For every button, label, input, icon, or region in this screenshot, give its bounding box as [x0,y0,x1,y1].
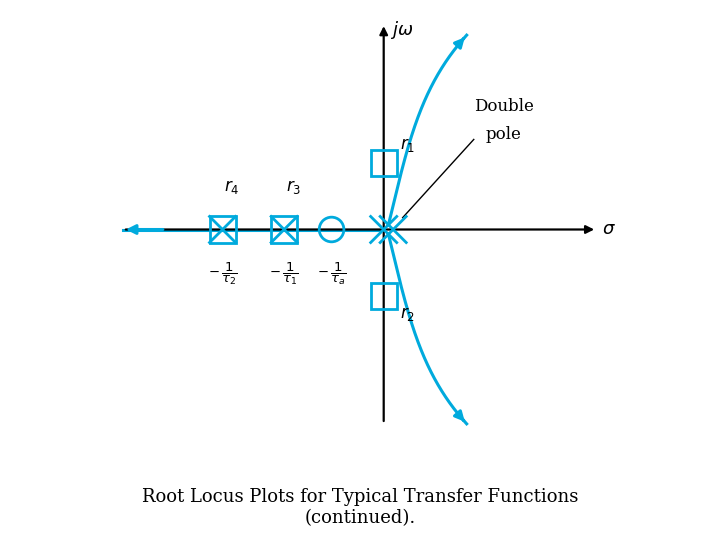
Bar [371,150,397,176]
Text: $r_3$: $r_3$ [286,178,301,197]
Text: Double: Double [474,98,534,115]
Text: $-\,\dfrac{1}{\tau_2}$: $-\,\dfrac{1}{\tau_2}$ [208,260,238,287]
Bar [271,217,297,242]
Bar [371,283,397,309]
Bar [210,217,235,242]
Text: $-\,\dfrac{1}{\tau_a}$: $-\,\dfrac{1}{\tau_a}$ [317,260,346,287]
Text: $-\,\dfrac{1}{\tau_1}$: $-\,\dfrac{1}{\tau_1}$ [269,260,299,287]
Text: Root Locus Plots for Typical Transfer Functions
(continued).: Root Locus Plots for Typical Transfer Fu… [142,488,578,527]
Text: $\sigma$: $\sigma$ [602,220,616,239]
Text: $r_4$: $r_4$ [224,178,240,197]
Text: $j\omega$: $j\omega$ [390,18,413,40]
Text: $r_2$: $r_2$ [400,305,415,323]
Text: pole: pole [485,126,521,143]
Text: $r_1$: $r_1$ [400,136,415,154]
